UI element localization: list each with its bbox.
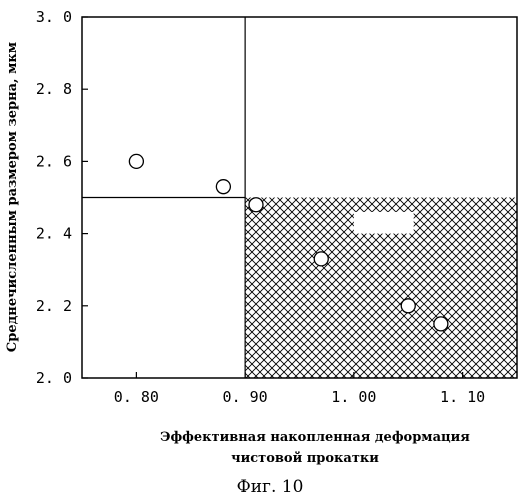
x-tick-label: 1. 10 bbox=[440, 388, 485, 406]
x-tick-label: 0. 80 bbox=[114, 388, 159, 406]
data-point bbox=[314, 252, 328, 266]
x-tick-label: 0. 90 bbox=[223, 388, 268, 406]
data-point bbox=[434, 317, 448, 331]
y-tick-label: 3. 0 bbox=[36, 8, 72, 26]
figure-caption: Фиг. 10 bbox=[237, 477, 304, 497]
x-tick-label: 1. 00 bbox=[331, 388, 376, 406]
y-tick-label: 2. 2 bbox=[36, 297, 72, 315]
data-point bbox=[401, 299, 415, 313]
blank-box bbox=[354, 212, 414, 234]
data-point bbox=[129, 154, 143, 168]
data-point bbox=[216, 180, 230, 194]
data-point bbox=[249, 198, 263, 212]
x-axis-label-line-2: чистовой прокатки bbox=[231, 451, 379, 466]
y-tick-label: 2. 4 bbox=[36, 225, 72, 243]
y-tick-label: 2. 8 bbox=[36, 80, 72, 98]
x-axis-label-line-1: Эффективная накопленная деформация bbox=[160, 430, 470, 445]
y-axis-label: Среднечисленным размером зерна, мкм bbox=[5, 42, 20, 352]
y-tick-label: 2. 0 bbox=[36, 369, 72, 387]
y-tick-label: 2. 6 bbox=[36, 152, 72, 170]
